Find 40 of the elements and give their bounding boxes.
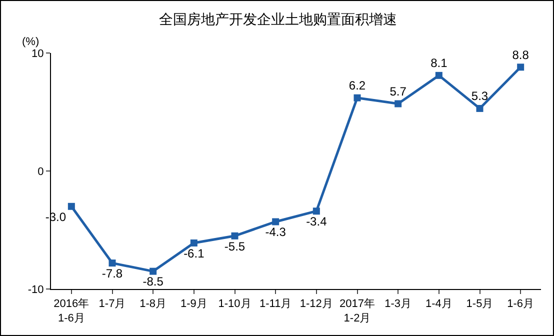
data-label: 5.7 xyxy=(390,84,407,98)
y-tick-label: 0 xyxy=(38,166,44,178)
x-tick-label: 1-9月 xyxy=(180,298,208,310)
x-tick-label: 1-8月 xyxy=(140,298,167,310)
x-tick-label: 1-12月 xyxy=(300,298,333,310)
y-tick-label: -10 xyxy=(28,284,44,296)
point xyxy=(150,268,157,275)
x-tick-label: 1-6月 xyxy=(507,298,534,310)
x-tick-label: 1-10月 xyxy=(218,298,252,310)
data-label: -6.1 xyxy=(184,246,205,260)
data-label: -4.3 xyxy=(265,225,286,240)
data-label: -7.8 xyxy=(102,266,123,280)
data-label: 8.8 xyxy=(512,48,530,62)
data-label: -8.5 xyxy=(142,274,164,289)
x-tick-label: 1-3月 xyxy=(384,298,412,310)
data-label: 5.3 xyxy=(471,89,488,104)
y-tick-label: 10 xyxy=(32,48,44,60)
x-tick-label: 1-5月 xyxy=(466,298,494,310)
data-label: 6.2 xyxy=(348,78,366,92)
data-label: -3.4 xyxy=(306,214,328,228)
point xyxy=(394,100,402,108)
point xyxy=(68,202,75,210)
x-tick-label: 2016年 1-6月 xyxy=(54,298,90,324)
chart-title: 全国房地产开发企业土地购置面积增速 xyxy=(159,11,397,28)
point xyxy=(476,104,484,112)
data-label: -5.5 xyxy=(224,239,246,254)
data-label: 8.1 xyxy=(430,56,448,70)
x-tick-label: 1-4月 xyxy=(425,298,452,310)
x-tick-label: 2017年 1-2月 xyxy=(340,298,375,324)
x-tick-label: 1-11月 xyxy=(259,298,292,310)
point xyxy=(517,64,524,71)
point xyxy=(312,208,320,215)
point xyxy=(354,94,361,102)
point xyxy=(108,260,116,267)
x-tick-label: 1-7月 xyxy=(98,298,126,310)
point xyxy=(272,218,280,226)
point xyxy=(435,72,442,79)
point xyxy=(190,239,198,246)
y-axis-title: (%) xyxy=(22,36,40,48)
point xyxy=(231,232,238,240)
